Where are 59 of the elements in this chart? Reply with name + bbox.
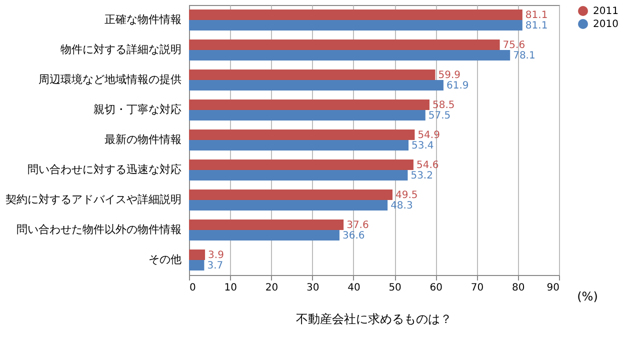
bar: [189, 50, 510, 60]
bar: [189, 130, 415, 140]
data-label: 78.1: [513, 50, 536, 62]
bar: [189, 20, 522, 30]
text: 不動産会社に求めるものは？: [296, 312, 452, 326]
data-label: 54.6: [416, 160, 439, 171]
y-tick-label: 物件に対する詳細な説明: [60, 43, 182, 56]
y-tick-label: 最新の物件情報: [104, 133, 182, 146]
data-label: 54.9: [418, 130, 440, 141]
x-axis-title: (%): [577, 290, 598, 304]
y-tick-label: その他: [148, 253, 182, 266]
bar: [189, 10, 522, 20]
legend-label: 2010: [593, 19, 618, 30]
data-label: 3.9: [208, 250, 224, 261]
data-label: 57.5: [428, 110, 451, 122]
bar: [189, 110, 426, 120]
data-label: 58.5: [432, 100, 455, 111]
data-label: 37.6: [346, 220, 369, 231]
y-tick-label: 問い合わせに対する迅速な対応: [28, 163, 182, 176]
data-label: 3.7: [207, 260, 224, 272]
bar: [189, 200, 388, 210]
bar: [189, 40, 500, 50]
data-label: 53.4: [412, 140, 434, 152]
x-tick-label: 80: [512, 282, 525, 294]
bar: [189, 220, 344, 230]
data-label: 81.1: [525, 20, 548, 32]
data-label: 59.9: [438, 70, 461, 81]
bar: [189, 70, 436, 80]
x-tick-label: 20: [265, 282, 278, 294]
x-tick-label: 70: [470, 282, 484, 294]
x-tick-label: 50: [388, 282, 402, 294]
x-tick-label: 90: [546, 282, 560, 294]
y-tick-label: 契約に対するアドバイスや詳細説明: [6, 193, 182, 206]
x-tick-label: 40: [348, 282, 360, 294]
bar: [189, 190, 392, 200]
bar: [189, 230, 340, 240]
y-tick-label: 問い合わせた物件以外の物件情報: [16, 223, 182, 236]
data-label: 36.6: [342, 230, 365, 242]
bar: [189, 160, 414, 170]
bar: [189, 170, 408, 180]
data-label: 49.5: [396, 190, 418, 201]
data-label: 53.2: [410, 170, 433, 182]
data-label: 61.9: [446, 80, 469, 92]
bar: [189, 140, 409, 150]
x-tick-label: 60: [430, 282, 443, 294]
y-tick-label: 周辺環境など地域情報の提供: [38, 73, 182, 86]
bar: [189, 80, 444, 90]
data-label: 81.1: [525, 10, 548, 21]
legend-label: 2011: [593, 6, 618, 17]
y-tick-label: 正確な物件情報: [104, 13, 182, 26]
data-label: 48.3: [390, 200, 413, 212]
x-tick-label: 10: [224, 282, 237, 294]
bar: [189, 100, 430, 110]
bar: [189, 260, 204, 270]
x-tick-label: 0: [190, 282, 196, 294]
x-tick-label: 30: [306, 282, 320, 294]
bar: [189, 250, 206, 260]
y-tick-label: 親切・丁寧な対応: [94, 103, 182, 116]
data-label: 75.6: [502, 40, 526, 51]
